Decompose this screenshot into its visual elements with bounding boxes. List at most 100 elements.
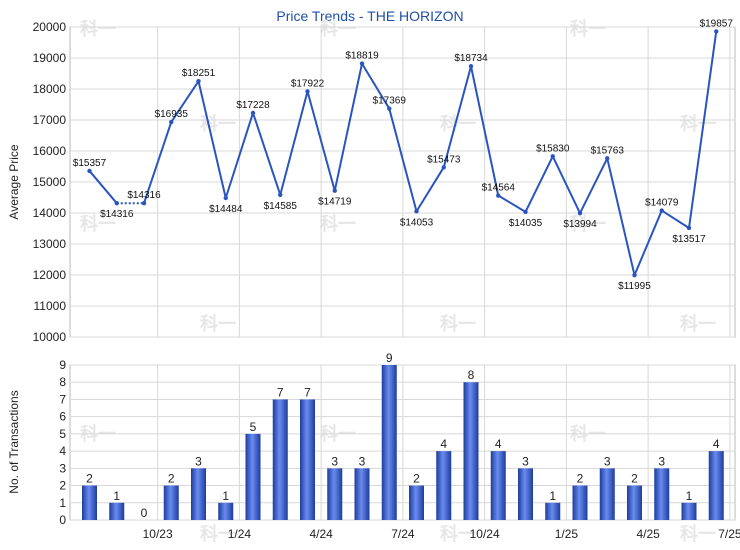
price-line-segment [197,80,227,199]
transactions-y-tick-label: 6 [59,410,66,424]
watermark: 科一 [320,213,356,235]
price-point [659,208,664,213]
price-point [169,119,174,125]
price-point [223,195,228,201]
bar-value-label: 8 [468,368,475,382]
price-point [332,188,337,193]
price-data-label: $18251 [182,68,216,79]
bar-value-label: 2 [168,472,175,486]
x-tick-label: 1/24 [228,527,252,541]
price-point [196,79,201,84]
price-point [714,29,719,34]
price-line-segment [661,209,690,229]
price-point [250,110,256,116]
price-point [577,210,583,216]
x-tick-label: 1/25 [555,527,579,541]
price-point [141,201,147,206]
watermark: 科一 [80,18,116,40]
price-point [686,225,692,231]
bar-value-label: 3 [195,454,202,468]
price-line-segment [333,63,363,191]
price-y-tick-label: 19000 [33,51,67,65]
price-data-label: $18734 [454,53,488,64]
watermark: 科一 [440,523,476,545]
bar-value-label: 2 [413,472,420,486]
price-data-label: $14564 [482,183,516,194]
transaction-bar [654,468,670,520]
x-tick-label: 4/24 [309,527,333,541]
price-data-label: $14053 [400,217,434,228]
transaction-bar [708,451,724,520]
price-line-segment [388,108,418,212]
price-data-label: $17369 [373,96,407,107]
price-point [441,165,446,170]
watermark: 科一 [680,523,716,545]
bar-value-label: 2 [631,472,638,486]
price-line-segment [306,91,336,191]
price-line-segment [442,65,472,168]
price-point [114,201,119,206]
bar-value-label: 3 [522,454,529,468]
price-line-segment [170,80,200,123]
price-data-label: $15830 [536,143,570,154]
price-line-segment [143,121,173,204]
price-data-label: $14316 [100,209,134,220]
price-y-tick-label: 10000 [33,330,67,344]
bar-value-label: 4 [440,437,447,451]
transaction-bar [545,502,561,520]
price-data-label: $14035 [509,218,543,229]
bar-value-label: 0 [141,506,148,520]
price-point [305,89,310,94]
price-y-tick-label: 11000 [34,299,67,313]
price-point [632,272,637,278]
transactions-y-tick-label: 9 [59,358,66,372]
price-point [550,154,555,159]
price-line-segment [497,194,527,213]
transaction-bar [490,451,506,520]
chart-title: Price Trends - THE HORIZON [276,8,463,24]
price-point [605,156,610,161]
price-data-label: $15473 [427,154,461,165]
bar-value-label: 4 [713,437,720,451]
transaction-bar [218,502,234,520]
price-data-label: $14719 [318,197,352,208]
bar-value-label: 9 [386,351,393,365]
x-tick-label: 7/25 [718,527,740,541]
bar-value-label: 3 [604,454,611,468]
bar-value-label: 1 [222,489,229,503]
bar-value-label: 3 [359,454,366,468]
price-data-label: $14316 [127,190,161,201]
price-line-segment [524,155,554,213]
bar-value-label: 4 [495,437,502,451]
transaction-bar [163,485,179,520]
transaction-bar [82,485,97,520]
price-point [359,61,365,66]
price-point [414,209,419,214]
watermark: 科一 [680,113,716,135]
price-line-segment [415,166,445,212]
bar-value-label: 7 [277,385,284,399]
watermark: 科一 [200,313,236,335]
price-y-axis-label: Average Price [7,144,21,219]
transaction-bar [518,468,533,520]
transaction-bar [300,399,315,520]
price-line-segment [551,155,581,214]
price-y-tick-label: 16000 [33,144,67,158]
bar-value-label: 7 [304,385,311,399]
transactions-y-tick-label: 7 [59,392,66,406]
price-data-label: $16935 [155,109,189,120]
transactions-y-axis-label: No. of Transactions [7,390,21,493]
x-tick-label: 7/24 [391,527,415,541]
transaction-bar [463,382,479,520]
watermark: 科一 [680,313,716,335]
transactions-y-tick-label: 8 [59,375,66,389]
price-line-segment [88,170,118,204]
price-y-tick-label: 14000 [33,206,67,220]
price-data-label: $14484 [209,204,243,215]
transaction-bar [245,433,261,520]
price-data-label: $15763 [591,145,625,156]
price-data-label: $13994 [563,219,597,230]
price-data-label: $13517 [672,234,706,245]
transaction-bar [327,468,343,520]
